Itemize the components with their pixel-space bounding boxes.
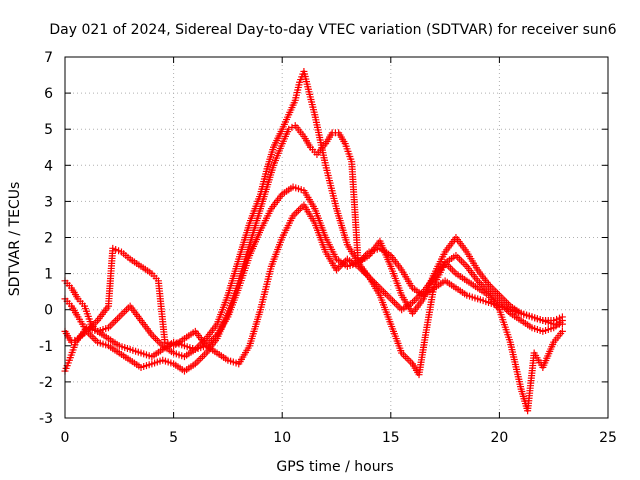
data-point [112, 317, 120, 325]
chart-title: Day 021 of 2024, Sidereal Day-to-day VTE… [49, 22, 616, 38]
series-track-c [61, 122, 566, 375]
data-point [401, 353, 409, 361]
data-point [390, 298, 398, 306]
data-point [488, 284, 496, 292]
data-point [461, 261, 469, 269]
data-point [199, 353, 207, 361]
y-tick-label: 7 [44, 50, 53, 66]
data-point [490, 286, 498, 294]
x-axis-title: GPS time / hours [276, 459, 393, 475]
data-point [389, 297, 397, 305]
data-point [153, 336, 161, 344]
data-point [113, 315, 121, 323]
data-point [385, 293, 393, 301]
data-point [119, 309, 127, 317]
x-tick-label: 5 [169, 430, 178, 446]
data-point [110, 318, 118, 326]
data-point [150, 333, 158, 341]
x-tick-label: 0 [61, 430, 70, 446]
y-tick-label: 5 [44, 122, 53, 138]
data-point [454, 253, 462, 261]
data-point [504, 300, 512, 308]
data-point [450, 268, 458, 276]
data-point [200, 351, 208, 359]
y-tick-label: 4 [44, 158, 53, 174]
data-point [445, 262, 453, 270]
data-point [497, 293, 505, 301]
plot-frame [64, 56, 609, 419]
y-tick-label: -2 [39, 375, 53, 391]
data-point [503, 298, 511, 306]
data-point [558, 313, 566, 321]
y-tick-label: 6 [44, 86, 53, 102]
y-tick-label: 0 [44, 303, 53, 319]
data-point [294, 206, 302, 214]
data-point [90, 335, 98, 343]
data-point [152, 335, 159, 343]
data-point [117, 311, 125, 319]
data-point [108, 320, 116, 328]
data-point [501, 297, 509, 305]
x-tick-label: 20 [490, 430, 508, 446]
data-point [387, 295, 395, 303]
series-track-b [61, 67, 566, 361]
data-point [495, 291, 503, 299]
data-point [195, 356, 203, 364]
data-point [121, 308, 129, 316]
data-point [381, 289, 389, 297]
data-point [197, 354, 205, 362]
x-tick-label: 15 [382, 430, 400, 446]
y-axis-title: SDTVAR / TECUs [7, 182, 23, 297]
data-point [499, 295, 507, 303]
data-point [494, 289, 502, 297]
x-tick-label: 25 [599, 430, 617, 446]
y-tick-label: -3 [39, 411, 53, 427]
y-tick-label: 1 [44, 267, 53, 283]
data-point [380, 288, 388, 296]
data-point [378, 286, 386, 294]
data-point [157, 340, 165, 348]
data-point [558, 327, 566, 335]
data-point [405, 356, 413, 364]
data-point [447, 264, 455, 272]
data-point [193, 344, 201, 352]
data-point [459, 259, 467, 267]
series-track-d [61, 201, 566, 415]
data-point [88, 333, 96, 341]
data-point [115, 313, 123, 321]
data-point [383, 291, 391, 299]
data-point [86, 331, 94, 339]
data-point [486, 282, 494, 290]
y-tick-label: 2 [44, 231, 53, 247]
data-point [403, 354, 411, 362]
data-point [123, 306, 131, 314]
data-layer [61, 67, 566, 415]
data-point [448, 266, 456, 274]
data-point [293, 208, 301, 216]
data-point [296, 205, 304, 213]
data-point [407, 358, 415, 366]
y-tick-label: -1 [39, 339, 53, 355]
data-point [492, 288, 500, 296]
x-tick-label: 10 [273, 430, 291, 446]
y-tick-label: 3 [44, 194, 53, 210]
data-point [392, 300, 400, 308]
data-point [193, 358, 201, 366]
data-point [457, 257, 465, 265]
